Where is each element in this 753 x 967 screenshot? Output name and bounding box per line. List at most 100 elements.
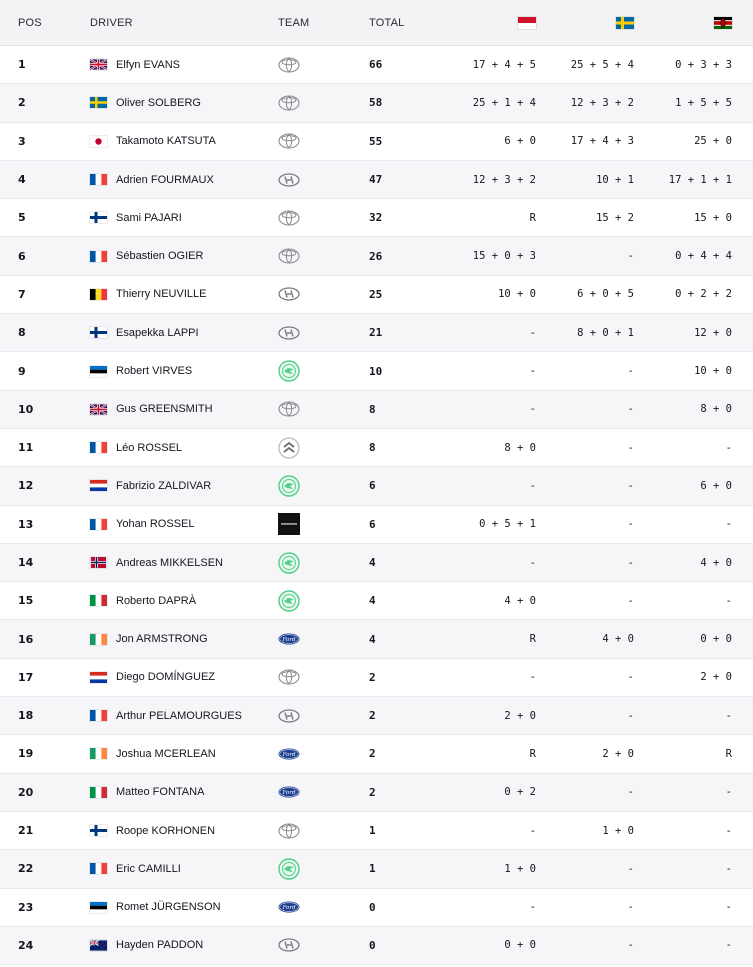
table-row[interactable]: 9 Robert VIRVES 10 - - 10 + 0 (0, 352, 753, 391)
svg-text:Ford: Ford (282, 752, 296, 758)
driver-name[interactable]: Andreas MIKKELSEN (116, 556, 223, 569)
total-points: 4 (369, 632, 376, 646)
table-row[interactable]: 18 Arthur PELAMOURGUES 2 2 + 0 - - (0, 697, 753, 736)
driver-name[interactable]: Esapekka LAPPI (116, 326, 199, 339)
table-row[interactable]: 10 Gus GREENSMITH 8 - - 8 + 0 (0, 390, 753, 429)
table-row[interactable]: 24 Hayden PADDON 0 0 + 0 - - (0, 926, 753, 966)
citroen-logo-icon (278, 437, 300, 459)
table-row[interactable]: 4 Adrien FOURMAUX 47 12 + 3 + 2 10 + 1 17 + 1… (0, 160, 753, 200)
driver-name[interactable]: Yohan ROSSEL (116, 518, 195, 531)
driver-name[interactable]: Eric CAMILLI (116, 862, 181, 875)
driver-cell[interactable]: Adrien FOURMAUX (72, 174, 260, 186)
table-row[interactable]: 22 Eric CAMILLI 1 1 + 0 - - (0, 850, 753, 889)
driver-cell[interactable]: Andreas MIKKELSEN (72, 557, 260, 569)
table-row[interactable]: 6 Sébastien OGIER 26 15 + 0 + 3 - 0 + 4 + 4 (0, 237, 753, 276)
driver-cell[interactable]: Yohan ROSSEL (72, 518, 260, 530)
driver-name[interactable]: Léo ROSSEL (116, 441, 183, 454)
driver-cell[interactable]: Eric CAMILLI (72, 863, 260, 875)
total-points: 32 (369, 211, 383, 225)
driver-name[interactable]: Matteo FONTANA (116, 786, 205, 799)
total-points: 2 (369, 670, 376, 684)
driver-cell[interactable]: Oliver SOLBERG (72, 97, 260, 109)
table-row[interactable]: 3 Takamoto KATSUTA 55 6 + 0 17 + 4 + 3 25 + 0 (0, 123, 753, 161)
rally-points-sweden: - (627, 862, 634, 875)
driver-name[interactable]: Elfyn EVANS (116, 58, 180, 71)
total-points: 6 (369, 479, 376, 493)
driver-cell[interactable]: Sébastien OGIER (72, 250, 260, 262)
driver-cell[interactable]: Sami PAJARI (72, 212, 260, 224)
table-row[interactable]: 21 Roope KORHONEN 1 - 1 + 0 - (0, 812, 753, 851)
table-row[interactable]: 12 Fabrizio ZALDIVAR 6 - - 6 + 0 (0, 467, 753, 506)
table-row[interactable]: 13 Yohan ROSSEL 6 0 + 5 + 1 - - (0, 506, 753, 544)
team-cell (260, 360, 352, 382)
driver-name[interactable]: Sami PAJARI (116, 211, 182, 224)
driver-cell[interactable]: Jon ARMSTRONG (72, 633, 260, 645)
driver-cell[interactable]: Léo ROSSEL (72, 442, 260, 454)
total-points: 2 (369, 785, 376, 799)
table-row[interactable]: 20 Matteo FONTANA Ford 2 0 + 2 - - (0, 773, 753, 812)
rally-points-sweden: 6 + 0 + 5 (577, 288, 634, 301)
table-row[interactable]: 17 Diego DOMÍNGUEZ 2 - - 2 + 0 (0, 659, 753, 698)
driver-cell[interactable]: Hayden PADDON (72, 939, 260, 951)
table-header: POS DRIVER TEAM TOTAL (0, 0, 753, 46)
driver-cell[interactable]: Fabrizio ZALDIVAR (72, 480, 260, 492)
driver-name[interactable]: Sébastien OGIER (116, 250, 204, 263)
driver-cell[interactable]: Robert VIRVES (72, 365, 260, 377)
driver-name[interactable]: Adrien FOURMAUX (116, 173, 214, 186)
driver-cell[interactable]: Romet JÜRGENSON (72, 901, 260, 913)
total-points: 8 (369, 441, 376, 455)
driver-cell[interactable]: Matteo FONTANA (72, 786, 260, 798)
header-team[interactable]: TEAM (278, 16, 310, 29)
driver-name[interactable]: Hayden PADDON (116, 939, 204, 952)
table-row[interactable]: 23 Romet JÜRGENSON Ford 0 - - - (0, 889, 753, 927)
driver-cell[interactable]: Diego DOMÍNGUEZ (72, 671, 260, 683)
driver-cell[interactable]: Gus GREENSMITH (72, 403, 260, 415)
team-cell (260, 551, 352, 574)
table-row[interactable]: 1 Elfyn EVANS 66 17 + 4 + 5 25 + 5 + 4 0 + 3 … (0, 46, 753, 85)
table-row[interactable]: 16 Jon ARMSTRONG Ford 4 R 4 + 0 0 + 0 (0, 620, 753, 659)
header-pos[interactable]: POS (18, 16, 42, 29)
driver-cell[interactable]: Joshua MCERLEAN (72, 748, 260, 760)
header-total[interactable]: TOTAL (369, 16, 405, 29)
header-rally-monaco[interactable] (432, 16, 536, 29)
table-row[interactable]: 14 Andreas MIKKELSEN 4 - - 4 + 0 (0, 543, 753, 583)
se-flag-icon (90, 97, 107, 109)
driver-name[interactable]: Jon ARMSTRONG (116, 633, 208, 646)
driver-name[interactable]: Roberto DAPRÀ (116, 594, 197, 607)
table-row[interactable]: 19 Joshua MCERLEAN Ford 2 R 2 + 0 R (0, 735, 753, 774)
driver-cell[interactable]: Thierry NEUVILLE (72, 288, 260, 300)
table-row[interactable]: 2 Oliver SOLBERG 58 25 + 1 + 4 12 + 3 + 2 1 +… (0, 84, 753, 123)
driver-name[interactable]: Diego DOMÍNGUEZ (116, 671, 216, 684)
driver-name[interactable]: Roope KORHONEN (116, 824, 216, 837)
driver-cell[interactable]: Esapekka LAPPI (72, 327, 260, 339)
driver-cell[interactable]: Roope KORHONEN (72, 825, 260, 837)
driver-name[interactable]: Oliver SOLBERG (116, 96, 201, 109)
team-cell (260, 513, 352, 536)
py-flag-icon (90, 480, 107, 492)
header-rally-sweden[interactable] (536, 16, 634, 29)
header-driver[interactable]: DRIVER (90, 16, 133, 29)
position: 11 (18, 441, 34, 455)
table-row[interactable]: 15 Roberto DAPRÀ 4 4 + 0 - - (0, 582, 753, 621)
header-rally-kenya[interactable] (634, 16, 732, 29)
driver-name[interactable]: Romet JÜRGENSON (116, 901, 221, 914)
driver-cell[interactable]: Elfyn EVANS (72, 59, 260, 71)
driver-cell[interactable]: Roberto DAPRÀ (72, 595, 260, 607)
table-row[interactable]: 5 Sami PAJARI 32 R 15 + 2 15 + 0 (0, 199, 753, 238)
driver-cell[interactable]: Arthur PELAMOURGUES (72, 710, 260, 722)
fr-flag-icon (90, 863, 107, 875)
table-row[interactable]: 8 Esapekka LAPPI 21 - 8 + 0 + 1 12 + 0 (0, 314, 753, 353)
driver-name[interactable]: Joshua MCERLEAN (116, 747, 216, 760)
driver-name[interactable]: Robert VIRVES (116, 365, 193, 378)
driver-name[interactable]: Fabrizio ZALDIVAR (116, 479, 212, 492)
driver-name[interactable]: Arthur PELAMOURGUES (116, 709, 242, 722)
driver-cell[interactable]: Takamoto KATSUTA (72, 135, 260, 147)
position: 2 (18, 96, 26, 110)
table-row[interactable]: 7 Thierry NEUVILLE 25 10 + 0 6 + 0 + 5 0 + 2 … (0, 276, 753, 315)
driver-name[interactable]: Takamoto KATSUTA (116, 135, 216, 148)
rally-points-sweden: - (627, 403, 634, 416)
driver-name[interactable]: Thierry NEUVILLE (116, 288, 207, 301)
driver-name[interactable]: Gus GREENSMITH (116, 403, 213, 416)
rally-points-monaco: R (529, 633, 536, 646)
table-row[interactable]: 11 Léo ROSSEL 8 8 + 0 - - (0, 429, 753, 468)
